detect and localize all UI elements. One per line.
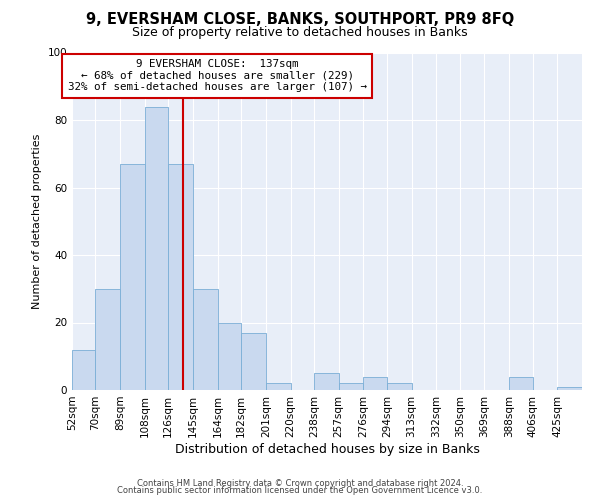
Bar <box>193 289 218 390</box>
Bar <box>314 373 339 390</box>
Bar <box>145 106 168 390</box>
Bar <box>557 386 582 390</box>
Text: Contains HM Land Registry data © Crown copyright and database right 2024.: Contains HM Land Registry data © Crown c… <box>137 478 463 488</box>
Text: 9, EVERSHAM CLOSE, BANKS, SOUTHPORT, PR9 8FQ: 9, EVERSHAM CLOSE, BANKS, SOUTHPORT, PR9… <box>86 12 514 28</box>
Text: 9 EVERSHAM CLOSE:  137sqm
← 68% of detached houses are smaller (229)
32% of semi: 9 EVERSHAM CLOSE: 137sqm ← 68% of detach… <box>68 59 367 92</box>
Bar <box>241 332 266 390</box>
Y-axis label: Number of detached properties: Number of detached properties <box>32 134 42 309</box>
Text: Size of property relative to detached houses in Banks: Size of property relative to detached ho… <box>132 26 468 39</box>
Bar <box>95 289 120 390</box>
Bar <box>72 350 95 390</box>
Bar <box>266 383 290 390</box>
Bar <box>168 164 193 390</box>
Bar <box>509 376 533 390</box>
X-axis label: Distribution of detached houses by size in Banks: Distribution of detached houses by size … <box>175 442 479 456</box>
Bar <box>364 376 387 390</box>
Bar <box>387 383 412 390</box>
Bar <box>339 383 364 390</box>
Bar <box>120 164 145 390</box>
Text: Contains public sector information licensed under the Open Government Licence v3: Contains public sector information licen… <box>118 486 482 495</box>
Bar <box>218 322 241 390</box>
